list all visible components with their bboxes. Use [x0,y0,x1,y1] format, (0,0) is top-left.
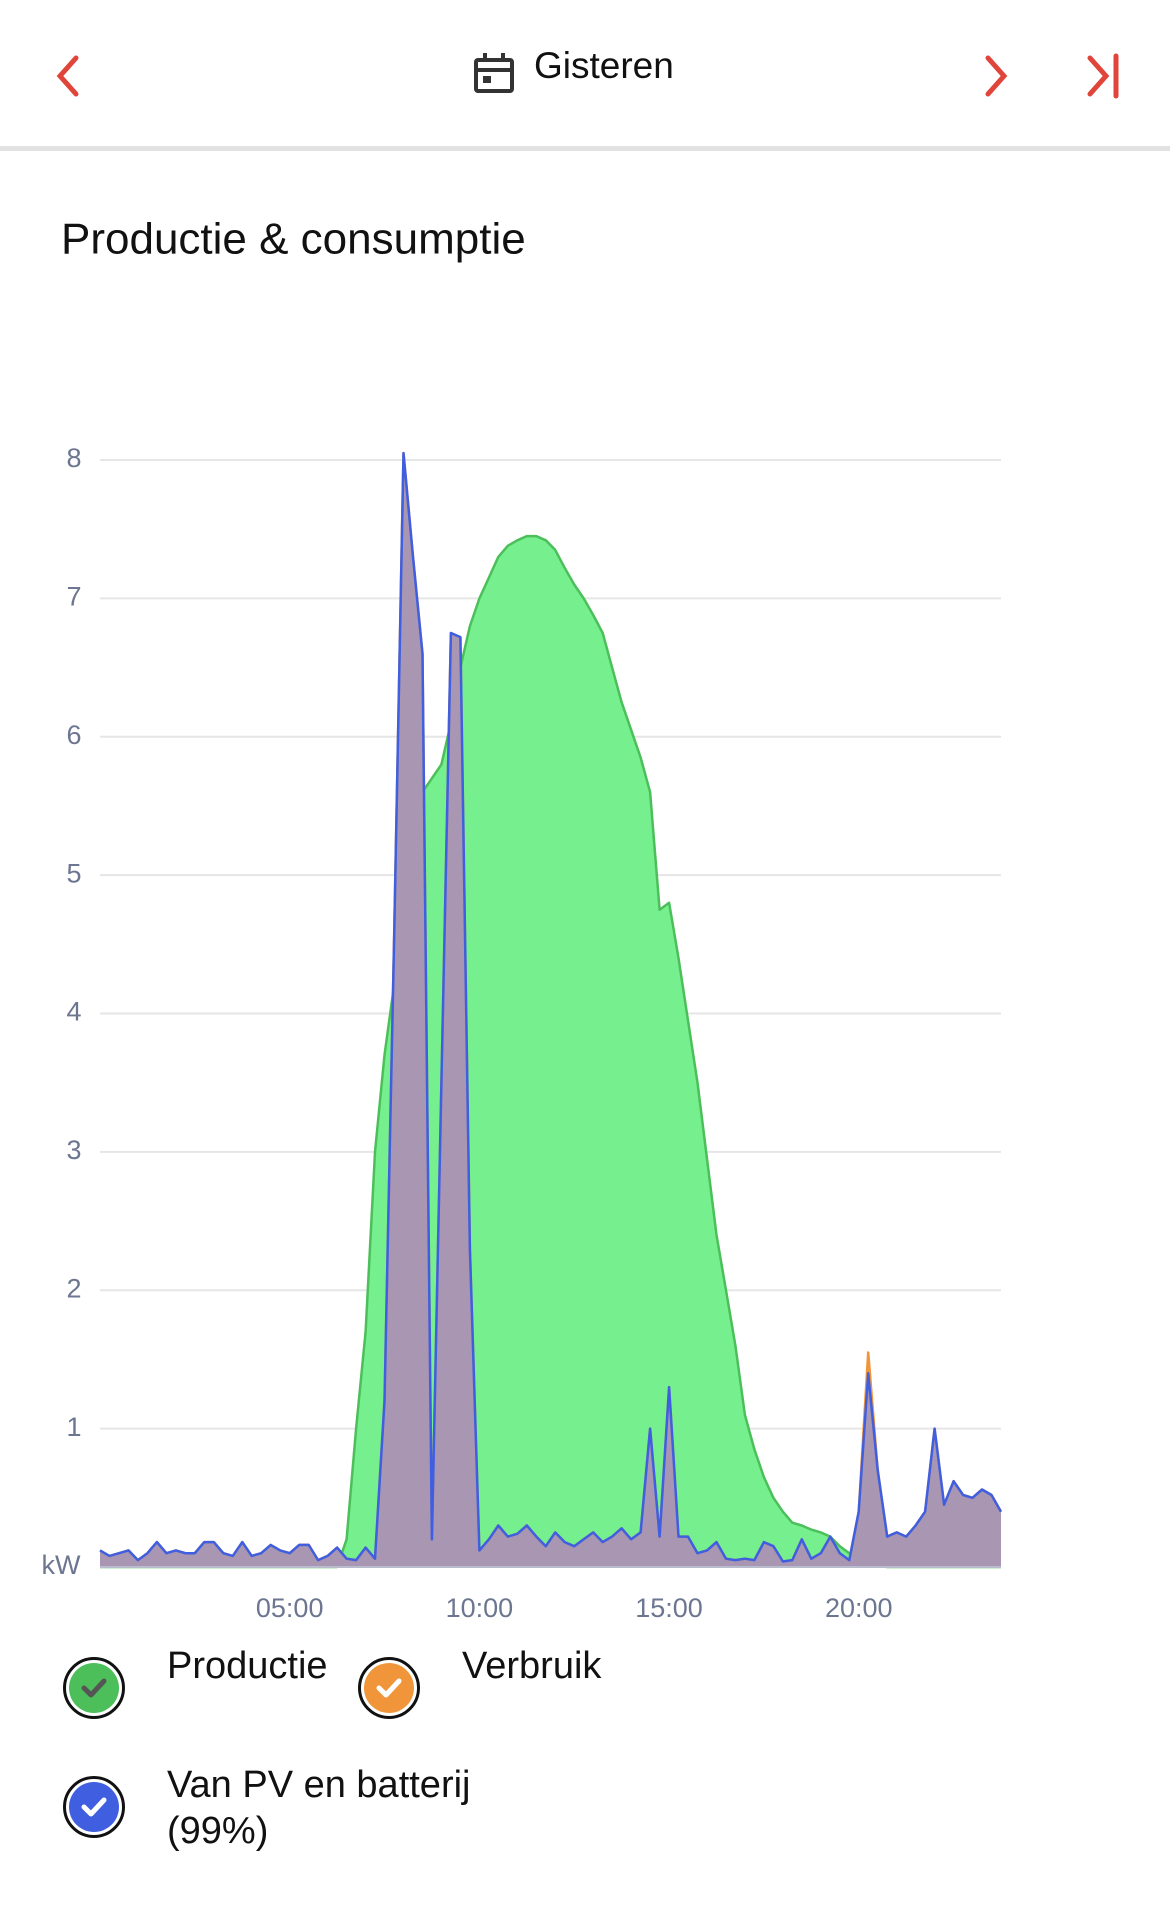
y-tick-label: 3 [66,1135,81,1165]
legend-swatch [69,1782,119,1832]
series-line [99,451,1003,1563]
legend-label: Verbruik [462,1645,602,1687]
y-tick-label: 5 [66,858,81,888]
x-tick-label: 15:00 [635,1593,703,1623]
y-tick-label: 4 [66,997,81,1027]
legend-toggle[interactable] [63,1657,125,1719]
y-axis-unit: kW [42,1550,82,1580]
chart-title: Productie & consumptie [61,215,526,264]
legend-toggle[interactable] [63,1776,125,1838]
next-day[interactable] [985,55,1008,97]
legend-label: Van PV en batterij (99%) [167,1764,471,1852]
previous-day[interactable] [56,55,79,97]
check-icon [376,1678,402,1698]
legend-item[interactable]: Verbruik [358,1645,712,1719]
y-tick-label: 6 [66,720,81,750]
y-tick-label: 1 [66,1412,81,1442]
legend-toggle[interactable] [358,1657,420,1719]
last-day[interactable] [1087,53,1119,99]
header-divider [0,146,1170,151]
legend-item[interactable]: Van PV en batterij (99%) [63,1764,527,1854]
check-icon [81,1797,107,1817]
legend-swatch [69,1663,119,1713]
series-area [100,536,1001,1567]
x-tick-label: 20:00 [825,1593,893,1623]
legend-label: Productie [167,1645,328,1687]
header-title[interactable]: Gisteren [534,45,674,86]
legend-swatch [364,1663,414,1713]
x-tick-label: 10:00 [446,1593,514,1623]
y-tick-label: 8 [66,443,81,473]
check-icon [81,1678,107,1698]
y-tick-label: 2 [66,1273,81,1303]
calendar-icon [474,53,514,93]
y-tick-label: 7 [66,582,81,612]
legend-item[interactable]: Productie [63,1645,377,1719]
x-tick-label: 05:00 [256,1593,324,1623]
